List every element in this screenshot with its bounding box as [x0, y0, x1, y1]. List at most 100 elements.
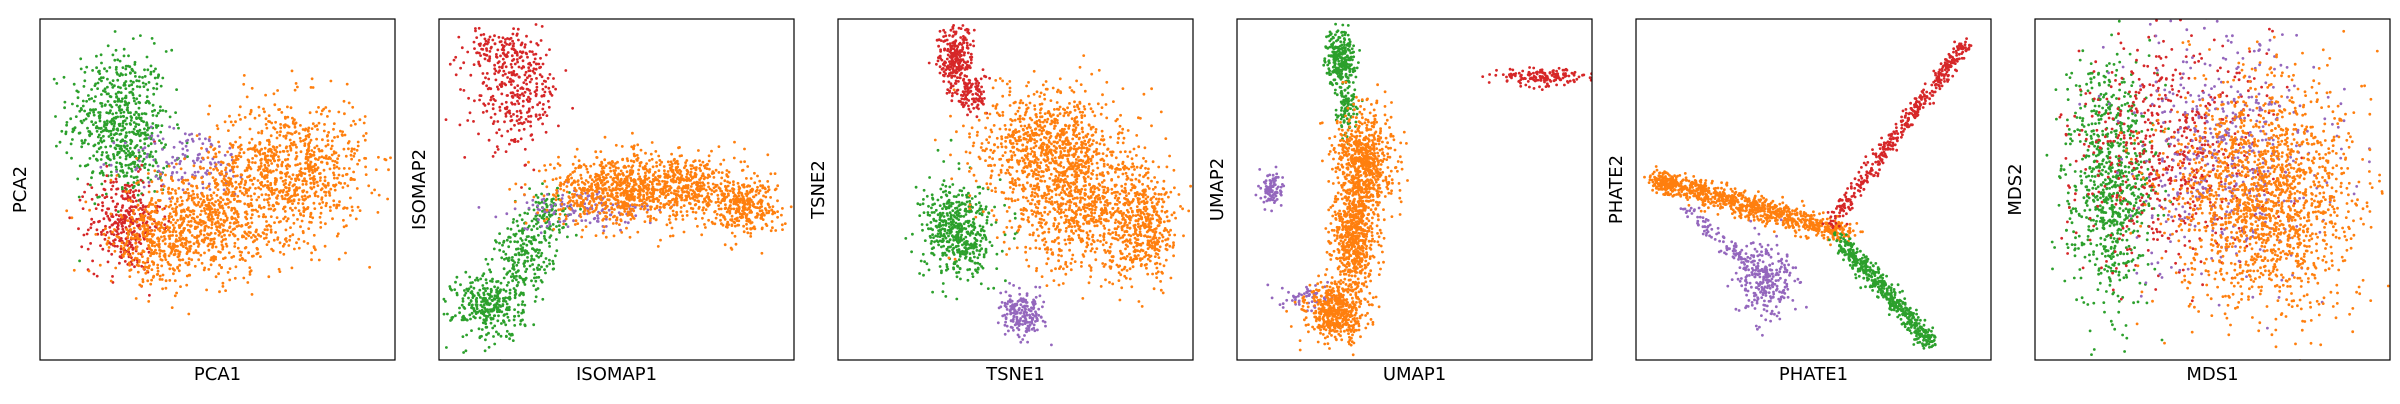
data-point: [185, 283, 189, 287]
data-point: [118, 150, 121, 154]
data-point: [265, 173, 269, 177]
data-point: [159, 84, 163, 88]
data-point: [493, 67, 497, 71]
data-point: [625, 178, 629, 182]
data-point: [387, 168, 390, 172]
data-point: [336, 232, 340, 236]
data-point: [324, 144, 328, 148]
data-point: [571, 106, 574, 110]
data-point: [267, 203, 271, 207]
data-point: [481, 111, 485, 114]
data-point: [344, 251, 347, 255]
data-point: [80, 139, 84, 143]
data-point: [515, 278, 518, 282]
data-point: [503, 257, 506, 261]
data-point: [299, 225, 302, 229]
data-point: [83, 190, 86, 194]
data-point: [126, 181, 130, 185]
data-point: [122, 110, 126, 114]
data-point: [161, 273, 165, 277]
data-point: [648, 168, 652, 171]
data-point: [315, 144, 319, 148]
data-point: [242, 193, 246, 197]
data-point: [243, 116, 247, 119]
data-point: [525, 82, 528, 86]
data-point: [488, 35, 492, 39]
data-point: [284, 178, 287, 182]
data-point: [535, 266, 539, 270]
data-point: [144, 271, 148, 275]
data-point: [108, 225, 112, 229]
data-point: [515, 263, 519, 267]
data-point: [341, 186, 345, 189]
data-point: [103, 90, 107, 93]
data-point: [530, 133, 534, 137]
data-point: [70, 216, 74, 220]
data-point: [152, 138, 155, 142]
data-point: [568, 191, 571, 194]
data-point: [184, 144, 188, 148]
data-point: [262, 168, 265, 172]
data-point: [488, 268, 491, 272]
data-point: [166, 228, 170, 232]
data-point: [224, 183, 228, 187]
data-point: [320, 160, 324, 164]
data-point: [114, 208, 118, 212]
data-point: [107, 217, 111, 221]
data-point: [176, 123, 179, 126]
data-point: [123, 260, 127, 263]
data-point: [130, 169, 134, 173]
data-point: [548, 258, 551, 262]
data-point: [117, 144, 120, 148]
data-point: [132, 80, 135, 84]
data-point: [84, 164, 88, 168]
data-point: [532, 53, 536, 56]
data-point: [478, 316, 482, 320]
data-point: [167, 262, 171, 266]
data-point: [215, 194, 219, 197]
data-point: [180, 241, 184, 245]
data-point: [153, 229, 157, 232]
data-point: [723, 179, 727, 183]
data-point: [239, 175, 243, 179]
data-point: [530, 77, 533, 81]
data-point: [240, 256, 244, 260]
data-point: [501, 57, 505, 61]
data-point: [158, 255, 162, 258]
data-point: [316, 195, 320, 198]
data-point: [181, 258, 185, 262]
data-point: [80, 108, 83, 112]
data-point: [595, 156, 599, 159]
data-point: [77, 227, 80, 231]
data-point: [269, 171, 273, 174]
data-point: [492, 306, 496, 310]
data-point: [324, 106, 328, 109]
data-point: [533, 90, 537, 94]
data-point: [155, 126, 158, 129]
data-point: [309, 86, 313, 89]
data-point: [302, 206, 306, 210]
data-point: [459, 66, 462, 70]
data-point: [220, 266, 223, 270]
data-point: [698, 167, 701, 170]
data-point: [472, 120, 475, 123]
data-point: [513, 93, 517, 97]
data-point: [553, 210, 556, 214]
data-point: [229, 120, 233, 124]
data-point: [276, 236, 280, 240]
data-point: [571, 209, 575, 212]
data-point: [112, 157, 116, 160]
data-point: [337, 181, 341, 185]
data-point: [209, 162, 213, 166]
data-point: [293, 88, 297, 92]
data-point: [521, 291, 525, 295]
data-point: [99, 146, 103, 149]
data-point: [319, 226, 323, 229]
data-point: [220, 172, 224, 176]
data-point: [105, 92, 109, 96]
data-point: [68, 216, 72, 220]
data-point: [522, 262, 526, 266]
data-point: [513, 240, 517, 244]
data-point: [172, 210, 176, 214]
data-point: [579, 173, 583, 177]
